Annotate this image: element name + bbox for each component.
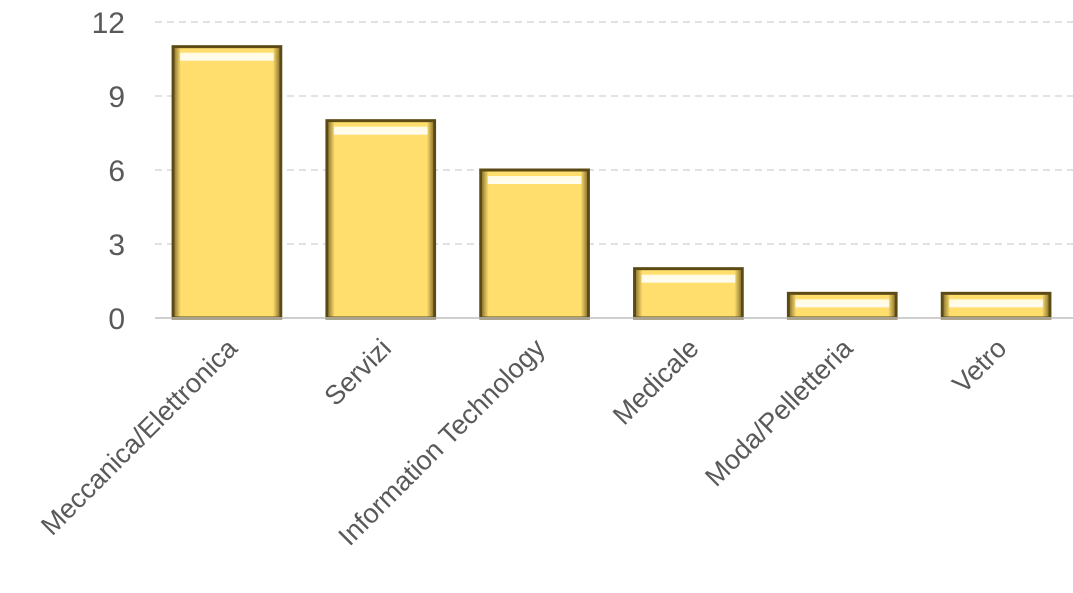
x-tick-label: Meccanica/Elettronica	[35, 332, 244, 541]
y-tick-label: 9	[108, 81, 125, 114]
bar-group	[325, 119, 437, 320]
bar-highlight	[641, 274, 736, 283]
y-axis-ticks: 0 3 6 9 12	[92, 7, 125, 336]
x-tick-label: Moda/Pelletteria	[699, 332, 859, 492]
bar-group	[786, 291, 898, 320]
bars	[171, 45, 1052, 320]
x-tick-label: Servizi	[318, 333, 396, 411]
bar-highlight	[949, 299, 1043, 308]
y-tick-label: 0	[108, 303, 125, 336]
bar-group	[171, 45, 283, 320]
bar-bevel-side	[482, 171, 587, 317]
y-tick-label: 6	[108, 155, 125, 188]
bar-highlight	[487, 176, 582, 184]
y-tick-label: 3	[108, 229, 125, 262]
bar-highlight	[180, 52, 274, 61]
bar-bevel-side	[328, 122, 434, 317]
bar-group	[479, 168, 590, 320]
y-tick-label: 12	[92, 7, 125, 40]
bar-highlight	[333, 126, 428, 135]
bar-bevel-side	[174, 48, 280, 317]
gridlines	[155, 21, 1073, 245]
bar-group	[940, 291, 1052, 320]
bar-highlight	[795, 299, 890, 308]
x-tick-label: Medicale	[607, 333, 705, 431]
x-axis-ticks: Meccanica/Elettronica ServiziInformation …	[35, 332, 1012, 551]
x-tick-label: Vetro	[947, 333, 1013, 399]
bar-group	[633, 267, 744, 320]
